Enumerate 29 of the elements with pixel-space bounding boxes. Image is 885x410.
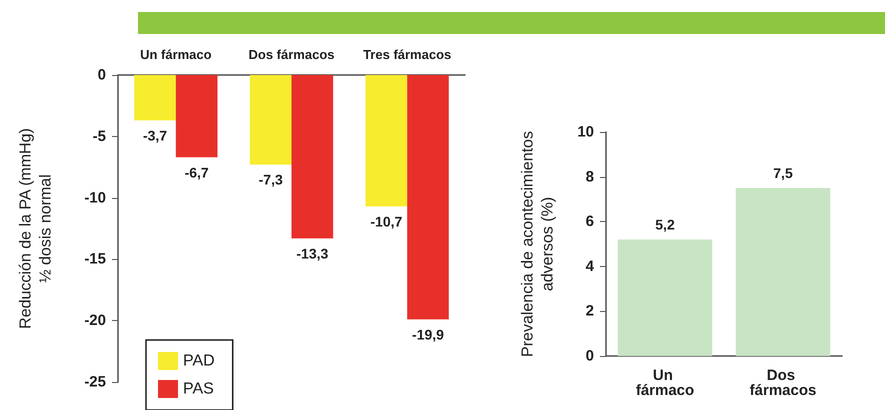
y-tick-label: -10	[84, 189, 106, 206]
x-tick-label: Dos fármacos	[248, 47, 334, 62]
data-label: -10,7	[370, 213, 403, 230]
data-label: 5,2	[655, 216, 675, 233]
y-axis-title: Reducción de la PA (mmHg) ½ dosis normal	[18, 128, 54, 329]
y-tick-label: 8	[586, 168, 594, 186]
data-label: -7,3	[258, 172, 283, 188]
y-tick-label: -5	[92, 128, 106, 145]
data-label: 7,5	[773, 165, 793, 181]
y-tick-label: 6	[586, 213, 594, 230]
legend-label: PAS	[183, 380, 214, 398]
y-tick-label: 0	[586, 348, 594, 364]
y-tick-label: 4	[586, 258, 595, 275]
data-label: -13,3	[296, 245, 328, 262]
data-label: -6,7	[184, 164, 209, 180]
y-tick-label: -15	[84, 250, 106, 268]
x-tick-label: Un fármaco	[636, 367, 694, 399]
y-tick-label: 2	[586, 302, 594, 320]
y-tick-label: 0	[98, 66, 106, 84]
y-axis-title: Prevalencia de acontecimientos adversos (%)	[520, 131, 556, 357]
y-tick-label: -25	[84, 374, 106, 390]
x-tick-label: Tres fármacos	[363, 47, 452, 62]
data-label: -19,9	[412, 326, 444, 342]
x-tick-label: Dos fármacos	[750, 367, 816, 399]
x-tick-label: Un fármaco	[140, 47, 212, 62]
legend-label: PAD	[183, 352, 215, 370]
data-label: -3,7	[142, 127, 168, 144]
y-tick-label: 10	[577, 124, 594, 140]
y-tick-label: -20	[84, 312, 106, 330]
